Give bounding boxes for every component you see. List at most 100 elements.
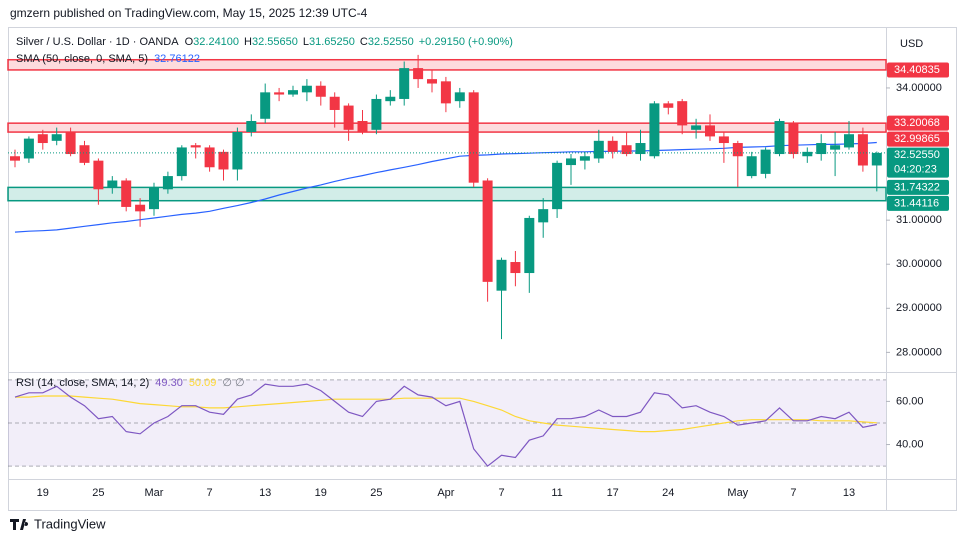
candle	[288, 85, 298, 97]
rsi-tick-label: 40.00	[896, 438, 924, 450]
candle-body	[566, 158, 576, 166]
candle	[315, 81, 326, 106]
candle	[524, 215, 535, 293]
candle	[621, 132, 632, 157]
y-tick-label: 31.00000	[896, 214, 942, 226]
price-badge	[887, 62, 949, 78]
candle	[23, 136, 34, 163]
price-badge	[887, 147, 949, 178]
candle-body	[385, 96, 396, 102]
candle	[162, 171, 173, 194]
price-badge	[887, 195, 949, 211]
candle	[301, 79, 312, 102]
candle-body	[371, 98, 382, 130]
candle-body	[10, 156, 20, 161]
candle	[371, 94, 382, 135]
price-badge-label: 31.74322	[894, 181, 940, 193]
candle	[107, 176, 118, 194]
price-badge-label: 33.20068	[894, 117, 940, 129]
candle-body	[816, 143, 827, 155]
candle-body	[621, 145, 632, 155]
zone	[7, 58, 887, 71]
candle	[857, 127, 868, 172]
x-tick-label: 19	[315, 487, 327, 499]
legend-key: H	[244, 36, 252, 48]
candle-body	[315, 85, 326, 97]
countdown: 04:20:23	[894, 164, 937, 176]
x-tick-label: 17	[607, 487, 619, 499]
candle-body	[760, 149, 771, 174]
candle	[93, 158, 104, 205]
x-tick-label: 24	[662, 487, 674, 499]
candle-body	[107, 180, 118, 188]
legend: SMA (50, close, 0, SMA, 5) 32.76122	[16, 53, 200, 65]
candle	[579, 151, 590, 170]
candle-body	[246, 120, 257, 133]
candle-body	[871, 152, 882, 166]
candle-body	[232, 132, 243, 170]
candle	[677, 98, 688, 135]
candle	[385, 90, 396, 106]
price-badge-label: 32.52550	[894, 149, 940, 161]
rsi-value: 49.30	[155, 377, 183, 389]
x-tick-label: May	[727, 487, 748, 499]
candle-body	[93, 160, 104, 190]
x-tick-label: 19	[37, 487, 49, 499]
candle-body	[482, 180, 493, 282]
frame	[8, 27, 957, 511]
candle	[705, 114, 715, 141]
candle-body	[288, 90, 298, 95]
candle-body	[413, 68, 424, 80]
candle-body	[746, 156, 757, 177]
candle	[274, 87, 285, 102]
candle-body	[579, 156, 590, 161]
candle-body	[774, 120, 785, 155]
candle	[468, 90, 479, 188]
candle	[204, 145, 215, 172]
candle	[176, 145, 187, 181]
candle-body	[663, 103, 674, 108]
x-tick-label: 13	[843, 487, 855, 499]
brand-logo	[10, 519, 29, 530]
candle	[149, 182, 159, 216]
candle-body	[121, 180, 132, 207]
candle-body	[635, 143, 646, 155]
candle	[802, 147, 813, 163]
zone	[7, 186, 887, 202]
candle-body	[538, 209, 549, 223]
candle-body	[496, 259, 507, 291]
candle-body	[343, 105, 354, 130]
x-tick-label: 13	[259, 487, 271, 499]
candle	[510, 251, 521, 287]
legend-value: 31.65250	[309, 36, 355, 48]
rsi-name: RSI (14, close, SMA, 14, 2)	[16, 377, 149, 389]
zone	[7, 122, 887, 133]
candle-body	[510, 262, 521, 274]
candle-body	[593, 140, 604, 159]
candle	[329, 92, 340, 128]
candle	[844, 120, 854, 150]
candle	[343, 103, 354, 141]
candle	[760, 147, 771, 179]
candle-body	[649, 103, 660, 157]
candle-body	[204, 147, 215, 168]
currency: USD	[900, 38, 923, 50]
candle-body	[552, 162, 563, 210]
rsi-extra: ∅ ∅	[222, 377, 244, 389]
candle	[37, 129, 48, 150]
x-tick-label: 7	[790, 487, 796, 499]
candle-body	[844, 134, 854, 148]
legend-key: O	[185, 36, 194, 48]
price-badge-label: 31.44116	[894, 197, 939, 209]
candle-body	[65, 132, 76, 155]
candle-body	[524, 217, 535, 274]
candle	[79, 140, 90, 166]
candle-body	[440, 81, 451, 104]
candle-body	[274, 92, 285, 95]
price-badge	[887, 179, 949, 195]
y-tick-label: 34.00000	[896, 82, 942, 94]
candle	[732, 140, 743, 188]
candle-body	[468, 92, 479, 183]
candle	[51, 127, 62, 146]
